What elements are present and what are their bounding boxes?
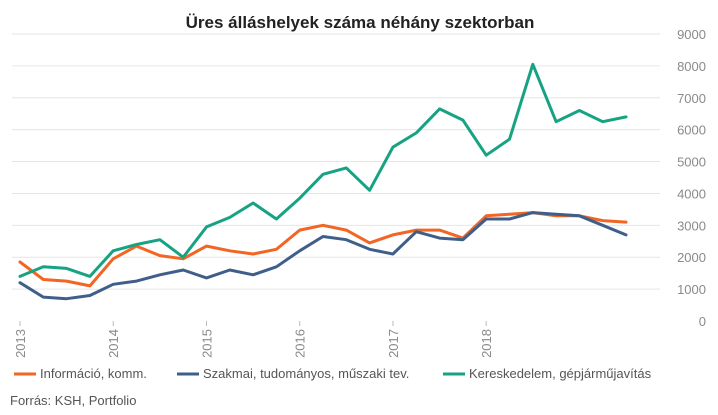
series-line-2 (18, 211, 628, 301)
x-tick-label: 2018 (479, 329, 494, 358)
legend-label: Információ, komm. (40, 366, 147, 381)
gridlines (12, 33, 660, 290)
legend-label: Szakmai, tudományos, műszaki tev. (203, 366, 409, 381)
y-tick-label: 0 (699, 314, 706, 329)
series-line-1 (18, 211, 628, 288)
y-tick-label: 3000 (677, 218, 706, 233)
y-tick-label: 7000 (677, 91, 706, 106)
y-tick-label: 5000 (677, 155, 706, 170)
y-tick-label: 6000 (677, 123, 706, 138)
y-tick-label: 9000 (677, 27, 706, 42)
y-tick-label: 1000 (677, 282, 706, 297)
y-tick-label: 4000 (677, 186, 706, 201)
x-tick-label: 2014 (106, 329, 121, 358)
y-tick-label: 2000 (677, 250, 706, 265)
legend-label: Kereskedelem, gépjárműjavítás (469, 366, 652, 381)
x-axis-ticks: 2013 2014 2015 2016 2017 2018 (13, 321, 494, 358)
x-tick-label: 2013 (13, 329, 28, 358)
legend: Információ, komm. Szakmai, tudományos, mű… (14, 366, 652, 381)
source-note: Forrás: KSH, Portfolio (10, 393, 136, 408)
x-tick-label: 2017 (386, 329, 401, 358)
x-tick-label: 2016 (293, 329, 308, 358)
series-line-3 (18, 62, 628, 278)
y-axis-ticks: 0 1000 2000 3000 4000 5000 6000 7000 8000 9000 (677, 27, 706, 329)
y-tick-label: 8000 (677, 59, 706, 74)
x-tick-label: 2015 (199, 329, 214, 358)
chart-title: Üres álláshelyek száma néhány szektorban (186, 13, 535, 32)
series-lines (18, 62, 628, 301)
